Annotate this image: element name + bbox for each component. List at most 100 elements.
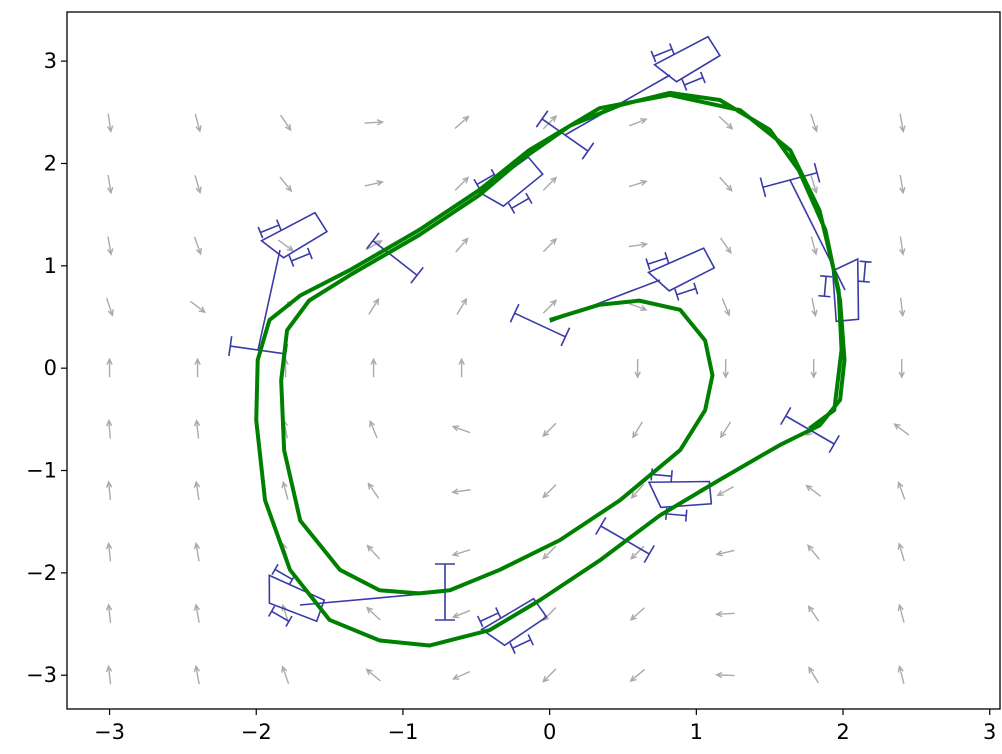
field-arrow	[811, 297, 818, 318]
field-arrow	[807, 605, 820, 622]
field-arrow	[897, 664, 905, 685]
field-arrow	[451, 670, 471, 680]
field-arrow	[281, 480, 289, 500]
field-arrow	[718, 115, 734, 130]
y-tick-label: 2	[44, 151, 57, 175]
field-arrow	[810, 359, 817, 379]
field-arrow	[715, 549, 735, 557]
trajectory	[254, 90, 847, 648]
field-arrow	[542, 115, 558, 130]
vehicle-body	[645, 467, 715, 525]
vehicles	[228, 26, 873, 663]
field-arrow	[279, 114, 292, 132]
field-arrow	[542, 422, 557, 438]
field-arrow	[721, 298, 731, 317]
field-arrow	[632, 421, 643, 439]
field-arrow	[458, 357, 465, 378]
field-arrow	[542, 545, 557, 560]
field-arrow	[106, 174, 114, 195]
field-arrow	[364, 119, 385, 126]
field-arrow	[106, 113, 114, 134]
field-arrow	[279, 176, 293, 193]
y-tick-label: −1	[26, 459, 57, 483]
field-arrow	[281, 665, 290, 684]
field-arrow	[454, 115, 470, 130]
vehicle-body	[475, 588, 556, 663]
field-arrow	[369, 419, 378, 439]
field-arrow	[105, 603, 113, 623]
y-tick-label: 0	[44, 356, 57, 380]
link	[257, 249, 281, 351]
field-arrow	[106, 298, 114, 317]
field-arrow	[810, 236, 818, 256]
y-tick-label: 1	[44, 254, 57, 278]
field-arrow	[106, 419, 113, 439]
field-arrow	[899, 113, 906, 133]
ticks: −3 −2 −1 0 1 2 3 −3 −2 −1 0 1 2 3	[26, 49, 996, 744]
field-arrow	[719, 421, 732, 439]
field-arrow	[368, 297, 380, 315]
field-arrow	[106, 357, 113, 378]
field-arrow	[715, 610, 735, 618]
field-arrow	[542, 484, 557, 499]
field-arrow	[542, 176, 558, 191]
field-arrow	[542, 299, 558, 314]
field-arrow	[189, 300, 207, 314]
vehicle-bar	[509, 303, 571, 347]
field-arrow	[193, 236, 202, 256]
field-arrow	[897, 542, 905, 562]
field-arrow	[365, 668, 381, 682]
vehicle-bar	[365, 232, 425, 284]
field-arrow	[722, 359, 729, 379]
field-arrow	[897, 603, 905, 623]
field-arrow	[193, 664, 201, 685]
field-arrow	[629, 118, 648, 127]
field-arrow	[194, 357, 201, 378]
field-arrow	[193, 541, 201, 562]
field-arrow	[277, 239, 295, 252]
field-arrow	[899, 174, 906, 195]
field-arrow	[630, 545, 645, 560]
field-arrow	[194, 175, 202, 195]
vector-field	[105, 113, 910, 685]
y-tick-label: −2	[26, 561, 57, 585]
field-arrow	[810, 113, 819, 133]
field-arrow	[629, 668, 645, 683]
field-arrow	[367, 482, 380, 499]
field-arrow	[105, 480, 113, 501]
field-arrow	[628, 303, 648, 312]
vehicle-body	[255, 202, 336, 275]
field-arrow	[719, 237, 732, 255]
x-tick-label: −1	[387, 720, 418, 744]
field-arrow	[193, 419, 201, 439]
field-arrow	[366, 544, 381, 560]
x-tick-label: 1	[690, 720, 703, 744]
field-arrow	[634, 359, 641, 379]
field-arrow	[455, 237, 469, 253]
field-arrow	[451, 549, 471, 557]
trajectory-layer	[254, 90, 847, 648]
vehicle-body	[643, 238, 722, 308]
field-arrow	[899, 236, 906, 256]
field-arrow	[451, 609, 471, 619]
field-arrow	[454, 176, 470, 191]
x-tick-label: 2	[836, 720, 849, 744]
field-arrow	[194, 113, 202, 133]
field-arrow	[807, 544, 820, 560]
field-arrow	[808, 666, 819, 684]
field-arrow	[805, 484, 822, 497]
vehicle-body	[815, 255, 873, 325]
field-arrow	[105, 664, 113, 685]
field-arrow	[193, 603, 201, 623]
field-arrow	[370, 357, 377, 378]
field-arrow	[364, 179, 384, 187]
x-tick-label: −3	[94, 720, 125, 744]
field-arrow	[628, 241, 649, 249]
x-tick-label: 0	[543, 720, 556, 744]
field-arrow	[542, 668, 557, 683]
field-arrow	[107, 236, 114, 256]
field-arrow	[897, 481, 906, 500]
field-arrow	[629, 607, 645, 621]
